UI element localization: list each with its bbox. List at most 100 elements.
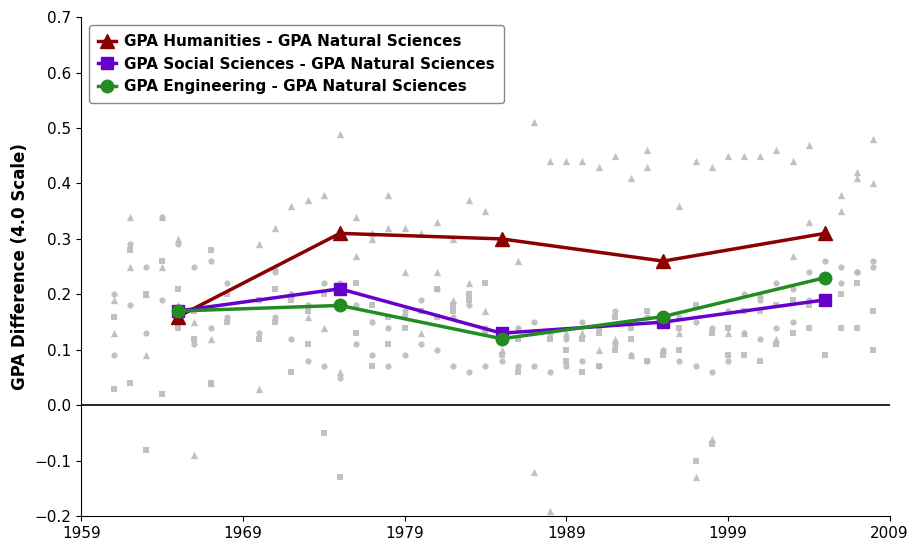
Point xyxy=(316,279,331,288)
Point xyxy=(591,329,606,338)
Point xyxy=(752,335,766,343)
Point xyxy=(736,290,751,299)
Point xyxy=(655,312,670,321)
Point xyxy=(671,329,686,338)
Point xyxy=(478,362,493,371)
Point xyxy=(429,312,444,321)
Point xyxy=(574,329,589,338)
Point xyxy=(752,357,766,365)
Point xyxy=(736,151,751,160)
Point xyxy=(316,323,331,332)
Line: GPA Engineering - GPA Natural Sciences: GPA Engineering - GPA Natural Sciences xyxy=(172,272,830,345)
Point xyxy=(332,129,346,138)
Point xyxy=(445,235,460,243)
Point xyxy=(348,340,363,349)
Point xyxy=(800,268,815,277)
Point xyxy=(574,357,589,365)
Point xyxy=(203,246,218,254)
Point xyxy=(445,362,460,371)
Point xyxy=(203,335,218,343)
Point xyxy=(300,357,314,365)
Point xyxy=(671,201,686,210)
Point xyxy=(687,157,702,166)
Point xyxy=(591,162,606,171)
Point xyxy=(316,290,331,299)
Point xyxy=(284,335,299,343)
Point xyxy=(365,229,380,238)
Point xyxy=(655,351,670,360)
Point xyxy=(768,301,783,310)
GPA Humanities - GPA Natural Sciences xyxy=(334,230,345,237)
Point xyxy=(526,362,540,371)
Point xyxy=(671,357,686,365)
Point xyxy=(365,351,380,360)
Point xyxy=(720,306,734,315)
Point xyxy=(736,329,751,338)
Point xyxy=(445,312,460,321)
Point xyxy=(154,262,169,271)
Point xyxy=(139,351,153,360)
Point xyxy=(106,329,120,338)
Point xyxy=(219,312,233,321)
Point xyxy=(187,262,201,271)
Point xyxy=(833,323,847,332)
Point xyxy=(607,346,621,354)
Point xyxy=(106,351,120,360)
Point xyxy=(833,190,847,199)
Point xyxy=(413,340,427,349)
Point xyxy=(494,357,508,365)
GPA Engineering - GPA Natural Sciences xyxy=(173,307,184,314)
Point xyxy=(865,306,879,315)
Point xyxy=(365,362,380,371)
Point xyxy=(833,207,847,216)
GPA Humanities - GPA Natural Sciences xyxy=(173,313,184,320)
Point xyxy=(365,317,380,326)
Point xyxy=(284,368,299,376)
Point xyxy=(639,162,653,171)
Point xyxy=(380,312,395,321)
Point xyxy=(607,312,621,321)
Point xyxy=(332,284,346,293)
Point xyxy=(154,257,169,266)
Point xyxy=(332,373,346,382)
Point xyxy=(316,190,331,199)
Point xyxy=(252,384,267,393)
Point xyxy=(122,240,137,249)
Point xyxy=(478,306,493,315)
Point xyxy=(154,213,169,221)
Point xyxy=(380,224,395,232)
Point xyxy=(478,207,493,216)
Point xyxy=(397,306,412,315)
Point xyxy=(267,224,282,232)
Point xyxy=(380,190,395,199)
Point xyxy=(219,279,233,288)
Point xyxy=(332,473,346,482)
Point xyxy=(413,295,427,304)
Point xyxy=(720,329,734,338)
Point xyxy=(122,246,137,254)
Point xyxy=(687,473,702,482)
GPA Engineering - GPA Natural Sciences xyxy=(495,336,506,342)
Point xyxy=(106,295,120,304)
Point xyxy=(591,346,606,354)
Point xyxy=(817,257,832,266)
Point xyxy=(784,317,799,326)
Point xyxy=(574,157,589,166)
Point xyxy=(252,240,267,249)
Point xyxy=(671,312,686,321)
Point xyxy=(574,368,589,376)
Point xyxy=(252,329,267,338)
Point xyxy=(106,290,120,299)
Point xyxy=(461,279,476,288)
Point xyxy=(203,323,218,332)
Point xyxy=(139,290,153,299)
Point xyxy=(494,346,508,354)
GPA Social Sciences - GPA Natural Sciences xyxy=(495,330,506,337)
Point xyxy=(704,323,719,332)
Point xyxy=(639,306,653,315)
Point xyxy=(478,323,493,332)
Point xyxy=(461,301,476,310)
Point xyxy=(510,362,525,371)
Point xyxy=(655,317,670,326)
Point xyxy=(494,329,508,338)
